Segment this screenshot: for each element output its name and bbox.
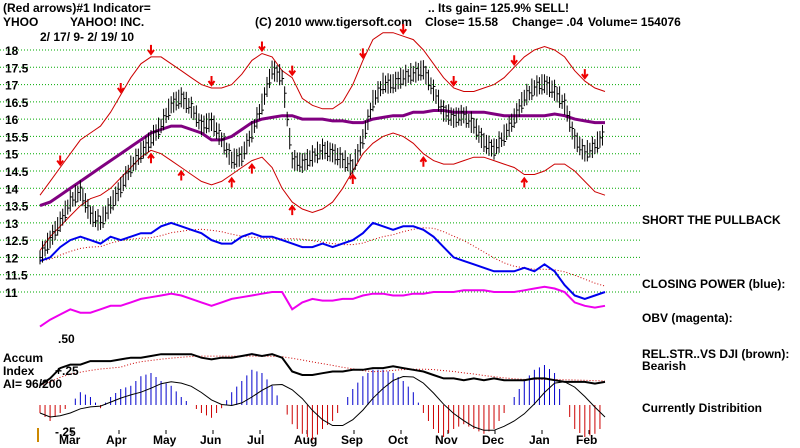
sell-arrow [581,69,589,80]
x-tick-label: Nov [435,433,458,447]
sell-arrow [449,76,458,87]
y-tick-label: 17.5 [5,61,29,75]
sell-arrow [147,44,155,56]
sell-arrow [207,76,216,87]
buy-arrow [147,152,155,164]
price-bars [39,60,605,265]
volume-label: Volume= 154076 [588,15,681,29]
change-label: Change= .04 [512,15,583,29]
copyright-label: (C) 2010 www.tigersoft.com [255,15,412,29]
closing-power-line [39,221,606,300]
y-tick-label: 14.5 [5,165,29,179]
close-label: Close= 15.58 [425,15,498,29]
closing-power-note: CLOSING POWER (blue): [642,277,785,291]
accum-title-1: Accum [3,351,43,365]
x-tick-label: Jul [247,433,264,447]
upper-band-line [39,32,606,196]
y-tick-label: 13.5 [5,200,29,214]
x-tick-label: Jun [200,433,221,447]
obv-note: OBV (magenta): [642,311,733,325]
sell-arrow [56,155,64,167]
x-tick-label: Sep [341,433,363,447]
x-tick-label: Dec [482,433,504,447]
buy-arrow [227,176,236,188]
obv-line [39,285,606,328]
accum-bottom-tick: -.25 [55,425,76,439]
accum-title-2: Index [3,364,35,378]
buy-arrow [288,204,297,216]
y-tick-label: 12 [5,251,19,265]
short-the-pullback-note: SHORT THE PULLBACK [642,213,781,227]
relstr-status: Bearish [642,359,686,373]
x-tick-label: Jan [529,433,550,447]
x-tick-label: Apr [106,433,127,447]
sell-arrow [288,65,297,77]
buy-arrow [348,173,357,184]
y-tick-label: 17 [5,79,19,93]
relstr-tick-label: .50 [58,332,75,346]
gain-label: .. Its gain= 125.9% SELL! [428,1,569,15]
accum-value: AI= 96/200 [3,377,62,391]
x-tick-label: Feb [576,433,597,447]
sell-arrow [359,48,367,60]
relstr-line [39,353,606,387]
x-tick-label: May [153,433,177,447]
y-tick-label: 13 [5,217,19,231]
x-tick-label: Mar [59,433,81,447]
buy-arrow [177,169,186,181]
y-tick-label: 12.5 [5,234,29,248]
closing-power-ma-line [39,227,606,287]
accum-top-tick: +.25 [55,364,79,378]
signal-arrows [56,24,589,216]
y-axis-ticks: 11 11.5 12 12.5 13 13.5 14 14.5 15 15.5 16 16.5 17 17… [5,44,29,300]
buy-arrow [419,156,428,167]
date-range-label: 2/ 17/ 9- 2/ 19/ 10 [40,30,134,44]
y-tick-label: 11.5 [5,269,28,283]
sell-arrow [258,41,266,53]
indicator-label: (Red arrows)#1 Indicator= [3,1,151,15]
x-tick-label: Aug [294,433,317,447]
y-tick-label: 18 [5,44,19,58]
symbol-label: YHOO [3,15,38,29]
y-tick-label: 11 [5,286,18,300]
accum-index-line [39,375,606,431]
series-lines [39,32,606,431]
sell-arrow [399,24,408,35]
distribution-note: Currently Distribition [642,401,762,415]
sell-arrow [116,82,125,94]
moving-average-line [39,109,605,208]
y-tick-label: 16.5 [5,96,29,110]
y-tick-label: 15 [5,148,19,162]
x-tick-label: Oct [388,433,408,447]
sell-arrow [510,55,518,66]
buy-arrow [248,162,256,174]
y-tick-label: 16 [5,113,19,127]
y-tick-label: 15.5 [5,130,29,144]
relstr-note: REL.STR..VS DJI (brown): [642,347,789,361]
company-label: YAHOO! INC. [70,15,144,29]
x-axis-months: Mar Apr May Jun Jul Aug Sep Oct Nov Dec Jan Feb [59,430,597,447]
buy-arrow [520,176,529,188]
y-tick-label: 14 [5,182,19,196]
